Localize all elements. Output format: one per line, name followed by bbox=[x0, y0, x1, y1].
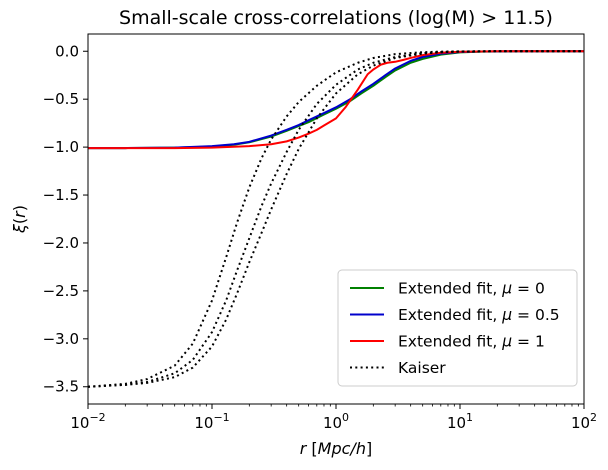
legend-box bbox=[337, 269, 578, 387]
x-tick-label: 10−2 bbox=[70, 411, 105, 432]
y-axis-title: ξ(r) bbox=[10, 205, 29, 234]
chart-title: Small-scale cross-correlations (log(M) >… bbox=[119, 7, 553, 29]
legend-label: Extended fit, μ = 0.5 bbox=[398, 306, 560, 324]
legend-label: Extended fit, μ = 0 bbox=[398, 280, 545, 298]
plot-area: 10−2 10−1 100 101 102 0.0 −0.5 −1.0 −1.5 −2.0 −2.… bbox=[43, 33, 597, 432]
legend-label: Extended fit, μ = 1 bbox=[398, 333, 545, 351]
x-axis: 10−2 10−1 100 101 102 bbox=[70, 404, 597, 432]
y-tick-label: −0.5 bbox=[43, 90, 79, 108]
series-line-kaiser-4 bbox=[88, 50, 584, 388]
y-tick-label: −2.0 bbox=[43, 234, 79, 252]
x-tick-label: 100 bbox=[323, 411, 349, 432]
legend-label: Kaiser bbox=[398, 359, 446, 377]
y-axis: 0.0 −0.5 −1.0 −1.5 −2.0 −2.5 −3.0 −3.5 bbox=[43, 42, 88, 396]
y-tick-label: −1.0 bbox=[43, 138, 79, 156]
y-tick-label: 0.0 bbox=[55, 42, 79, 60]
series-line-2 bbox=[88, 50, 584, 150]
x-axis-title: r [Mpc/h] bbox=[300, 439, 372, 458]
y-tick-label: −3.0 bbox=[43, 330, 79, 348]
y-tick-label: −3.5 bbox=[43, 378, 79, 396]
series-line-1 bbox=[88, 50, 584, 150]
x-tick-label: 102 bbox=[571, 411, 597, 432]
legend: Extended fit, μ = 0 Extended fit, μ = 0.5… bbox=[337, 269, 578, 387]
y-tick-label: −2.5 bbox=[43, 282, 79, 300]
series-group bbox=[88, 50, 584, 388]
series-line-0 bbox=[88, 50, 584, 150]
y-tick-label: −1.5 bbox=[43, 186, 79, 204]
x-tick-label: 10−1 bbox=[194, 411, 229, 432]
x-tick-label: 101 bbox=[447, 411, 473, 432]
